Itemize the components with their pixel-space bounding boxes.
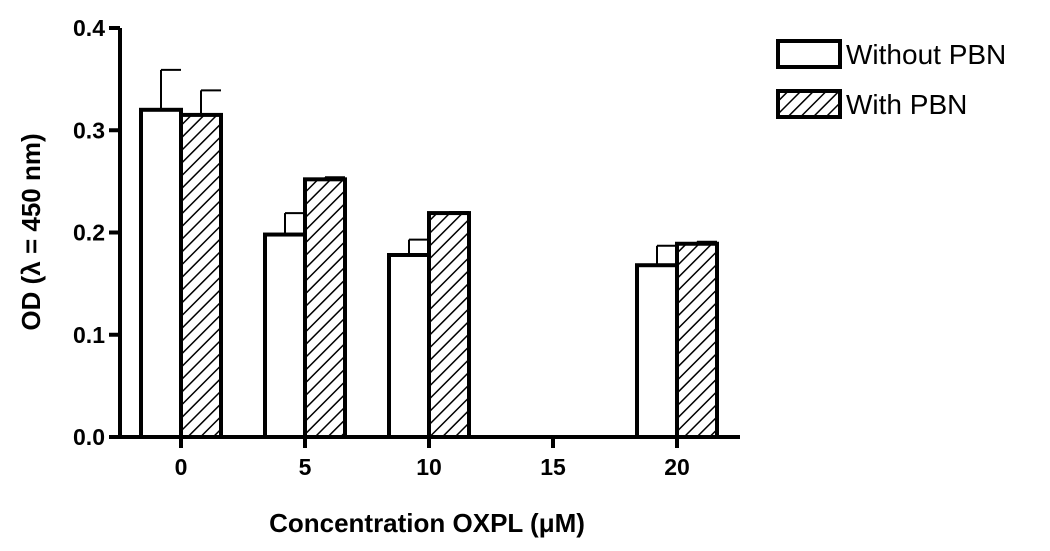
y-tick-label: 0.1 [73, 322, 105, 348]
legend: Without PBN With PBN [776, 39, 1006, 120]
x-tick-label: 5 [299, 454, 312, 480]
y-tick-label: 0.2 [73, 220, 105, 246]
plot-area: 0.0 0.1 0.2 0.3 0.4 0 5 10 15 20 [73, 15, 740, 480]
x-tick-label: 20 [664, 454, 690, 480]
legend-swatch-without-pbn [776, 39, 842, 69]
bar-with-pbn [675, 241, 719, 439]
bar-without-pbn [263, 232, 307, 439]
legend-swatch-with-pbn [776, 89, 842, 119]
bar-without-pbn [635, 263, 679, 439]
bar-without-pbn [139, 107, 183, 440]
legend-label-with-pbn: With PBN [846, 89, 967, 120]
y-axis-title: OD (λ = 450 nm) [16, 133, 46, 330]
x-axis-title: Concentration OXPL (μM) [269, 508, 585, 538]
bar-with-pbn [179, 112, 223, 439]
x-tick-label: 15 [540, 454, 566, 480]
y-tick-label: 0.0 [73, 424, 105, 450]
bar-without-pbn [387, 252, 431, 439]
x-tick-label: 10 [416, 454, 442, 480]
bar-with-pbn [303, 177, 347, 440]
legend-label-without-pbn: Without PBN [846, 39, 1006, 70]
y-tick-label: 0.4 [73, 15, 105, 41]
y-tick-label: 0.3 [73, 117, 105, 143]
bar-with-pbn [427, 211, 471, 439]
x-tick-label: 0 [175, 454, 188, 480]
